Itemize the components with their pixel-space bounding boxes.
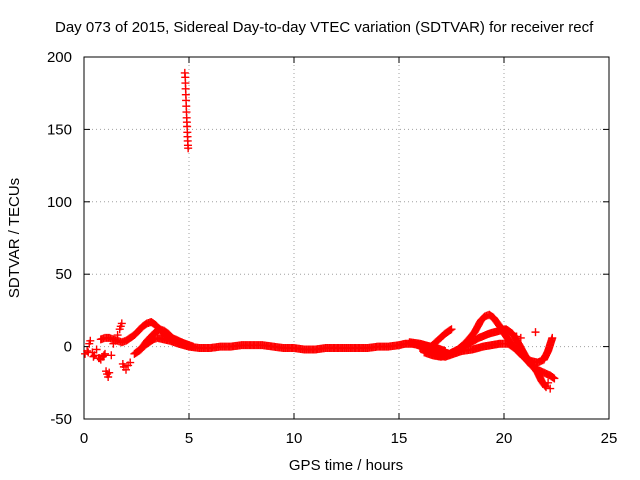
chart-title: Day 073 of 2015, Sidereal Day-to-day VTE… [55, 19, 594, 36]
y-tick-label: 100 [47, 194, 72, 211]
data-point-early_scatter [92, 345, 101, 354]
data-point-early_scatter [86, 336, 95, 345]
data-point-early_scatter [105, 368, 114, 377]
x-tick-label: 5 [185, 430, 193, 447]
data-point-early_scatter [104, 373, 113, 382]
x-tick-label: 10 [286, 430, 303, 447]
x-tick-label: 20 [496, 430, 513, 447]
data-point-early_scatter [95, 354, 104, 363]
data-point-late_rise [447, 325, 456, 334]
data-point-early_scatter [107, 351, 116, 360]
data-point-early_scatter [84, 348, 93, 357]
data-point-spike [184, 144, 193, 153]
data-point-early_scatter [89, 352, 98, 361]
data-point-early_scatter [122, 365, 130, 374]
plot-frame [83, 56, 610, 420]
data-point-late_arc_2 [550, 374, 559, 383]
y-axis-label: SDTVAR / TECUs [6, 178, 23, 298]
data-point-late_scatter [546, 384, 555, 393]
data-point-late_scatter [512, 332, 521, 341]
data-points [81, 68, 559, 393]
y-tick-label: 200 [47, 49, 72, 66]
data-point-late_arc_1 [548, 333, 557, 342]
data-point-late_arc_3 [542, 383, 550, 392]
x-axis-label: GPS time / hours [289, 457, 403, 474]
y-tick-label: 0 [64, 339, 72, 356]
axis-ticks: 0 5 10 15 20 25 -50 0 50 100 150 200 [47, 49, 617, 447]
data-point-early_scatter [117, 319, 126, 328]
x-tick-label: 25 [601, 430, 618, 447]
data-point-late_scatter [516, 333, 525, 342]
data-point-early_scatter [101, 349, 109, 358]
data-point-late_scatter [537, 355, 546, 364]
x-tick-label: 0 [80, 430, 88, 447]
data-point-late_rise [446, 325, 455, 334]
y-tick-label: 50 [55, 266, 72, 283]
data-point-early_scatter [99, 351, 108, 360]
data-point-late_arc_2 [549, 373, 558, 382]
x-tick-label: 15 [391, 430, 408, 447]
data-point-late_scatter [544, 378, 553, 387]
data-point-early_scatter [83, 346, 92, 355]
data-point-early_scatter [126, 358, 135, 367]
data-point-late_scatter [531, 328, 540, 337]
y-tick-label: -50 [50, 411, 72, 428]
y-tick-label: 150 [47, 121, 72, 138]
data-point-early_scatter [90, 351, 99, 360]
